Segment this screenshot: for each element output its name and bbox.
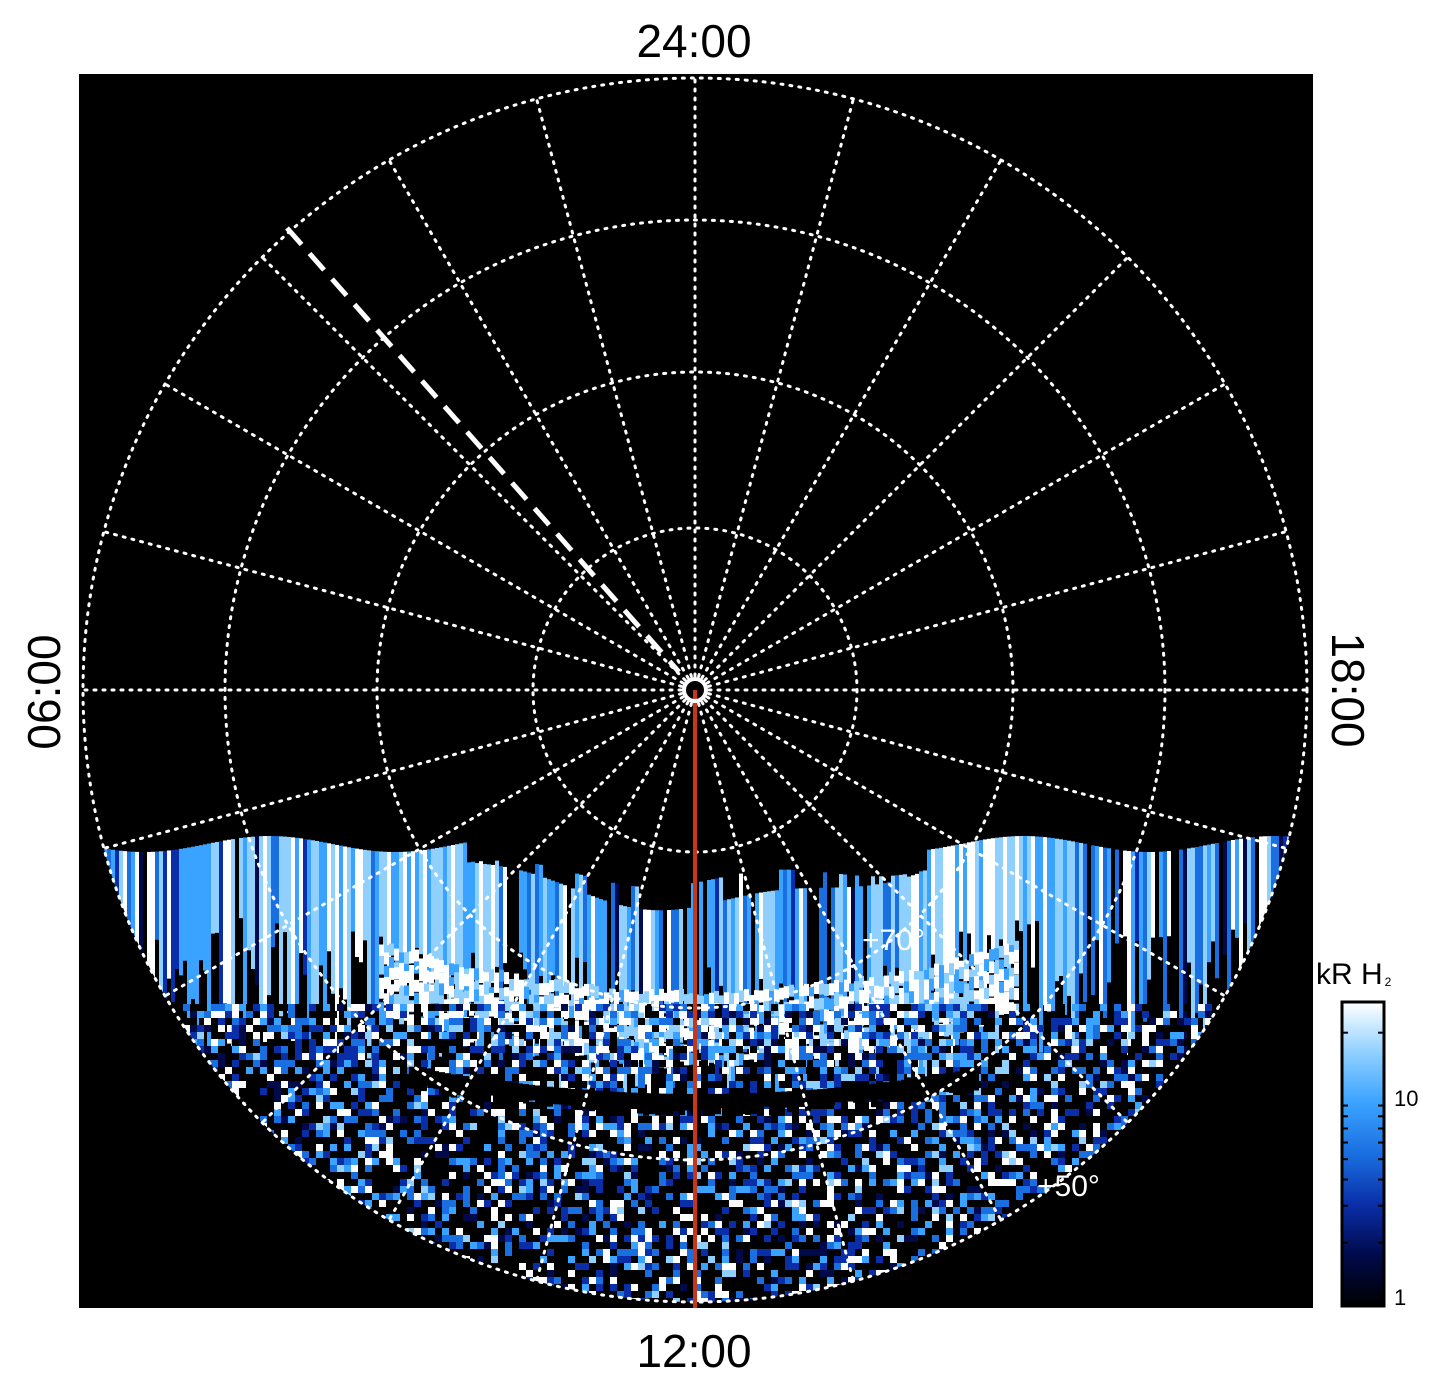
local-time-meridian — [535, 702, 693, 1283]
colorbar-tick-10: 10 — [1394, 1086, 1419, 1111]
local-time-meridian — [700, 700, 1003, 1222]
local-time-meridian — [705, 695, 1227, 998]
polar-projection-plot: +70° +50° — [79, 74, 1313, 1308]
local-time-label-dusk: 18:00 — [1322, 632, 1374, 748]
pole-marker — [682, 677, 708, 703]
local-time-meridian — [260, 255, 687, 682]
latitude-circle — [81, 76, 1309, 1304]
local-time-meridian — [163, 695, 685, 998]
local-time-meridian — [707, 530, 1288, 688]
local-time-meridian — [700, 158, 1003, 680]
colorbar-tick-1: 1 — [1394, 1285, 1407, 1310]
local-time-label-midnight: 24:00 — [636, 15, 752, 67]
latitude-circle — [375, 370, 1015, 1010]
local-time-meridian — [387, 158, 690, 680]
local-time-meridian — [703, 698, 1130, 1125]
latitude-label-inner: +70° — [862, 924, 925, 957]
local-time-meridian — [705, 382, 1227, 685]
local-time-label-dawn: 06:00 — [18, 634, 70, 750]
local-time-label-noon: 12:00 — [636, 1325, 752, 1377]
colorbar — [1340, 1000, 1386, 1308]
local-time-meridian — [163, 382, 685, 685]
local-time-meridian — [102, 530, 683, 688]
local-time-meridian — [387, 700, 690, 1222]
local-time-meridian — [707, 692, 1288, 850]
local-time-meridian — [697, 702, 855, 1283]
colorbar-gradient — [1340, 1000, 1386, 1308]
latitude-label-outer: +50° — [1037, 1170, 1100, 1203]
local-time-meridian — [703, 255, 1130, 682]
local-time-meridian — [697, 97, 855, 678]
colorbar-minor-ticks — [1342, 1031, 1384, 1244]
polar-grid — [81, 76, 1309, 1304]
local-time-meridian — [535, 97, 693, 678]
dashed-reference-line — [285, 226, 681, 674]
local-time-meridian — [102, 692, 683, 850]
local-time-meridian — [260, 698, 687, 1125]
